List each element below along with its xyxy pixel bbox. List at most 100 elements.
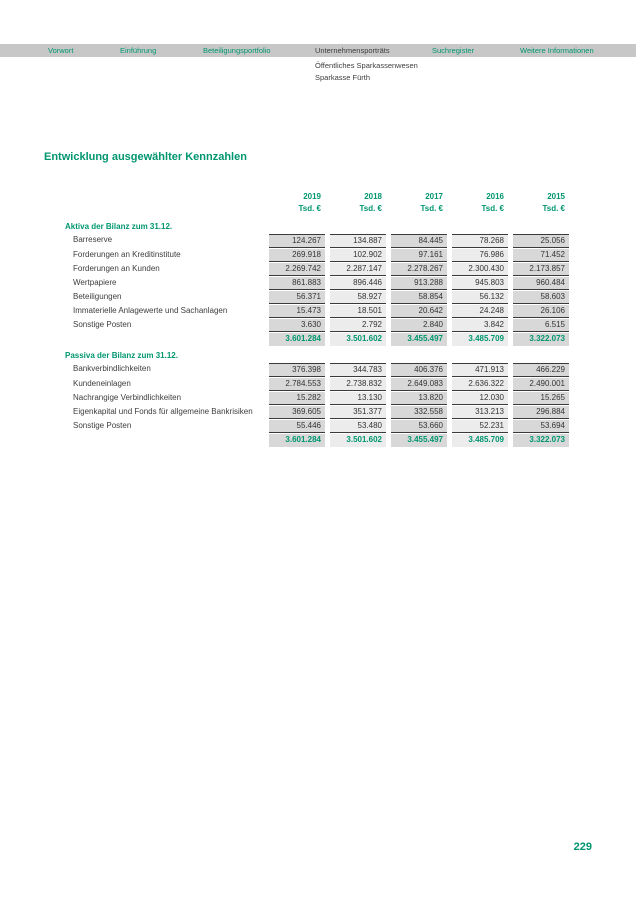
- value-cell: 102.902: [330, 249, 386, 262]
- value-cell: 406.376: [391, 363, 447, 377]
- total-value-cell: 3.485.709: [452, 333, 508, 346]
- value-cell: 58.927: [330, 291, 386, 304]
- nav-item-unternehmensportr-ts[interactable]: Unternehmensporträts: [315, 46, 390, 55]
- breadcrumb-entity: Sparkasse Fürth: [315, 73, 371, 82]
- value-cell: 71.452: [513, 249, 569, 262]
- value-cell: 466.229: [513, 363, 569, 377]
- value-cell: 55.446: [269, 420, 325, 433]
- table-total-row: 3.601.284 3.501.602 3.455.497 3.485.709 3.32…: [62, 434, 569, 447]
- total-value-cell: 3.501.602: [330, 333, 386, 346]
- table-row: Sonstige Posten 3.630 2.792 2.840 3.842 6.515: [62, 319, 569, 332]
- table-row: Eigenkapital und Fonds für allgemeine Ba…: [62, 406, 569, 419]
- value-cell: 896.446: [330, 277, 386, 290]
- table-row: Forderungen an Kreditinstitute 269.918 102…: [62, 249, 569, 262]
- year-column-header: 2017 Tsd. €: [391, 191, 447, 215]
- row-label: Sonstige Posten: [73, 320, 132, 329]
- value-cell: 76.986: [452, 249, 508, 262]
- row-label: Bankverbindlichkeiten: [73, 364, 151, 373]
- value-cell: 20.642: [391, 305, 447, 318]
- table-total-row: 3.601.284 3.501.602 3.455.497 3.485.709 3.32…: [62, 333, 569, 346]
- section-heading-row: Aktiva der Bilanz zum 31.12.: [62, 221, 564, 233]
- value-cell: 56.371: [269, 291, 325, 304]
- total-value-cell: 3.455.497: [391, 434, 447, 447]
- row-label: Kundeneinlagen: [73, 379, 131, 388]
- value-cell: 84.445: [391, 234, 447, 248]
- section-heading: Passiva der Bilanz zum 31.12.: [65, 351, 178, 360]
- value-cell: 2.649.083: [391, 378, 447, 391]
- value-cell: 296.884: [513, 406, 569, 419]
- unit-label: Tsd. €: [420, 204, 443, 213]
- value-cell: 332.558: [391, 406, 447, 419]
- nav-item-einf-hrung[interactable]: Einführung: [120, 46, 157, 55]
- page-title: Entwicklung ausgewählter Kennzahlen: [44, 151, 247, 163]
- value-cell: 3.842: [452, 319, 508, 332]
- kennzahlen-table: 2019 Tsd. € 2018 Tsd. € 2017 Tsd. € 2016 Tsd. €…: [62, 191, 569, 448]
- value-cell: 2.269.742: [269, 263, 325, 276]
- value-cell: 861.883: [269, 277, 325, 290]
- table-row: Beteiligungen 56.371 58.927 58.854 56.132 58.…: [62, 291, 569, 304]
- value-cell: 25.056: [513, 234, 569, 248]
- value-cell: 13.820: [391, 392, 447, 405]
- row-label: Forderungen an Kreditinstitute: [73, 250, 181, 259]
- value-cell: 52.231: [452, 420, 508, 433]
- value-cell: 2.792: [330, 319, 386, 332]
- year-label: 2019: [303, 192, 321, 201]
- unit-label: Tsd. €: [481, 204, 504, 213]
- row-label: Wertpapiere: [73, 278, 117, 287]
- nav-item-weitere-informationen[interactable]: Weitere Informationen: [520, 46, 594, 55]
- year-label: 2016: [486, 192, 504, 201]
- year-label: 2017: [425, 192, 443, 201]
- year-column-header: 2016 Tsd. €: [452, 191, 508, 215]
- row-label: Immaterielle Anlagewerte und Sachanlagen: [73, 306, 228, 315]
- value-cell: 269.918: [269, 249, 325, 262]
- row-label: Forderungen an Kunden: [73, 264, 160, 273]
- header-spacer: [62, 191, 264, 215]
- value-cell: 960.484: [513, 277, 569, 290]
- value-cell: 2.287.147: [330, 263, 386, 276]
- value-cell: 58.603: [513, 291, 569, 304]
- value-cell: 97.161: [391, 249, 447, 262]
- row-label: [62, 434, 264, 447]
- value-cell: 134.887: [330, 234, 386, 248]
- value-cell: 2.738.832: [330, 378, 386, 391]
- value-cell: 12.030: [452, 392, 508, 405]
- value-cell: 351.377: [330, 406, 386, 419]
- year-column-header: 2018 Tsd. €: [330, 191, 386, 215]
- unit-label: Tsd. €: [359, 204, 382, 213]
- value-cell: 471.913: [452, 363, 508, 377]
- value-cell: 913.288: [391, 277, 447, 290]
- year-label: 2015: [547, 192, 565, 201]
- table-row: Barreserve 124.267 134.887 84.445 78.268 25.0…: [62, 234, 569, 248]
- table-row: Sonstige Posten 55.446 53.480 53.660 52.231 5…: [62, 420, 569, 433]
- row-label: Nachrangige Verbindlichkeiten: [73, 393, 182, 402]
- value-cell: 2.636.322: [452, 378, 508, 391]
- value-cell: 78.268: [452, 234, 508, 248]
- nav-item-beteiligungsportfolio[interactable]: Beteiligungsportfolio: [203, 46, 271, 55]
- total-value-cell: 3.322.073: [513, 434, 569, 447]
- row-label: [62, 333, 264, 346]
- top-navigation: Vorwort Einführung Beteiligungsportfolio Un…: [0, 44, 636, 57]
- table-row: Forderungen an Kunden 2.269.742 2.287.147 2…: [62, 263, 569, 276]
- value-cell: 2.300.430: [452, 263, 508, 276]
- value-cell: 945.803: [452, 277, 508, 290]
- section-heading: Aktiva der Bilanz zum 31.12.: [65, 222, 173, 231]
- value-cell: 53.694: [513, 420, 569, 433]
- value-cell: 2.173.857: [513, 263, 569, 276]
- value-cell: 2.490.001: [513, 378, 569, 391]
- value-cell: 15.473: [269, 305, 325, 318]
- total-value-cell: 3.601.284: [269, 434, 325, 447]
- total-value-cell: 3.485.709: [452, 434, 508, 447]
- value-cell: 53.660: [391, 420, 447, 433]
- table-row: Kundeneinlagen 2.784.553 2.738.832 2.649.08…: [62, 378, 569, 391]
- value-cell: 24.248: [452, 305, 508, 318]
- year-column-header: 2015 Tsd. €: [513, 191, 569, 215]
- year-column-header: 2019 Tsd. €: [269, 191, 325, 215]
- nav-item-suchregister[interactable]: Suchregister: [432, 46, 475, 55]
- value-cell: 56.132: [452, 291, 508, 304]
- nav-item-vorwort[interactable]: Vorwort: [48, 46, 74, 55]
- row-label: Barreserve: [73, 235, 113, 244]
- value-cell: 344.783: [330, 363, 386, 377]
- row-label: Eigenkapital und Fonds für allgemeine Ba…: [73, 407, 253, 416]
- value-cell: 6.515: [513, 319, 569, 332]
